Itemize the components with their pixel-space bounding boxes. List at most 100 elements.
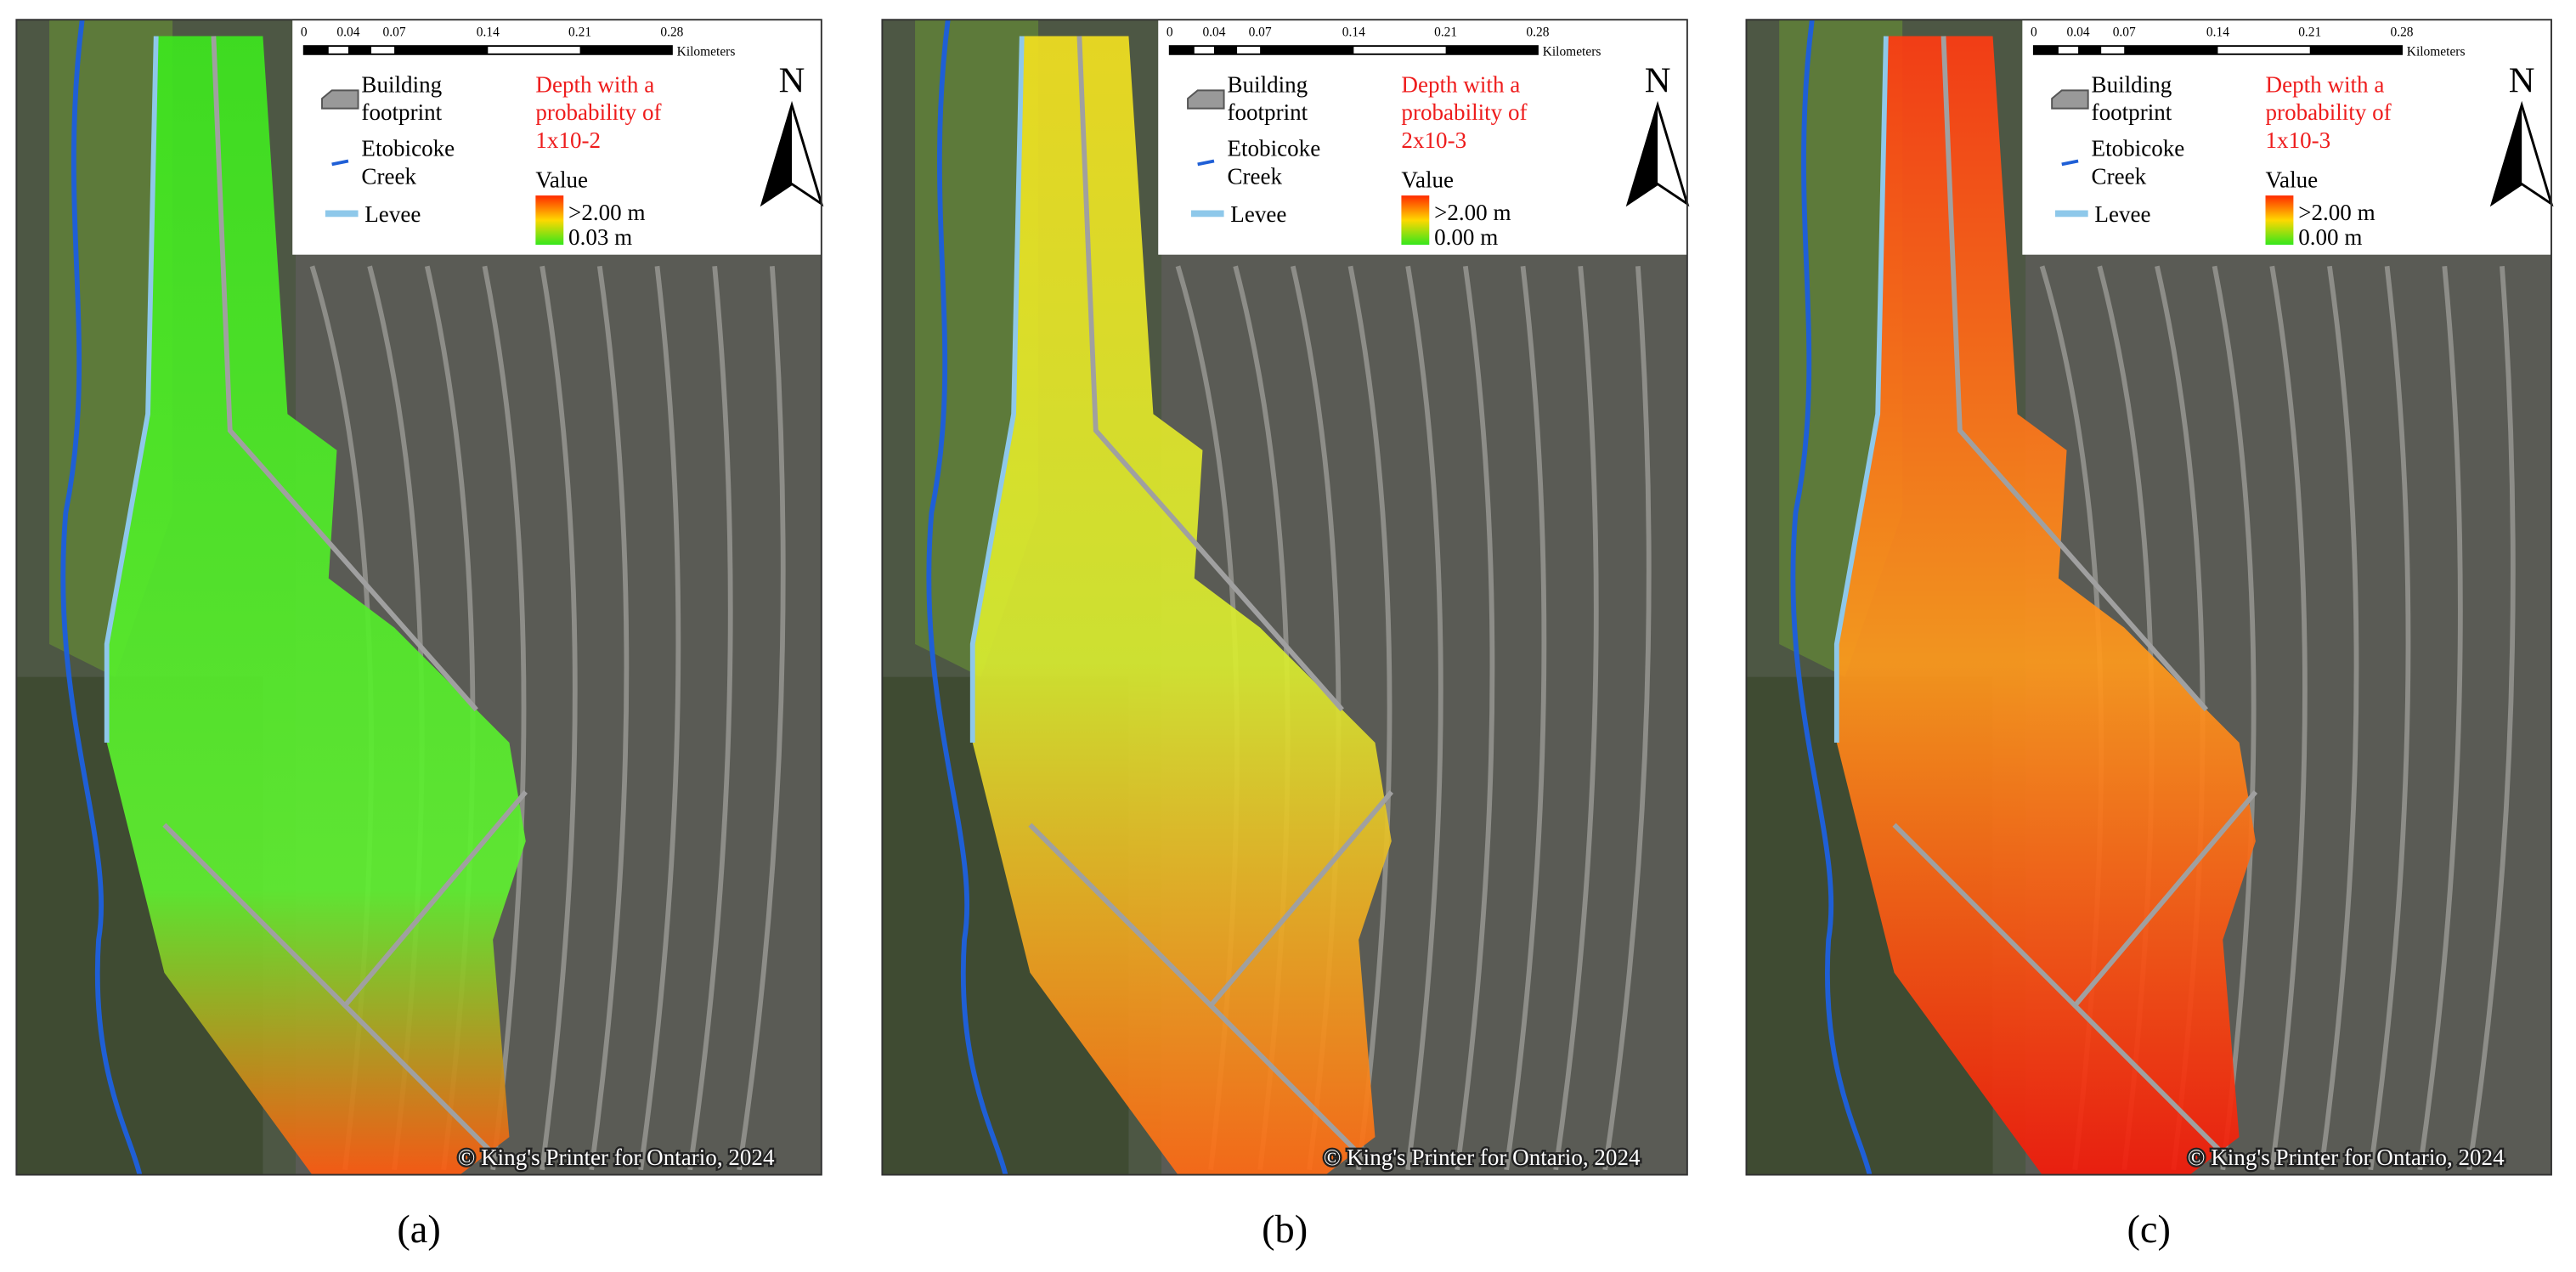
scale-unit: Kilometers	[2407, 45, 2466, 59]
street	[737, 266, 786, 1171]
copyright: © King's Printer for Ontario, 2024	[1324, 1145, 1641, 1170]
street	[589, 265, 630, 1171]
scale-bar-segment	[1169, 46, 1195, 54]
depth-title: Depth with a probability of 2x10-3	[1401, 74, 1528, 155]
panel-caption: (b)	[1262, 1208, 1308, 1252]
legend-creek: Etobicoke Creek	[1227, 138, 1321, 191]
scale-bar-segment	[2033, 46, 2059, 54]
scale-label: 0.04	[2067, 25, 2090, 40]
legend-levee: Levee	[1230, 201, 1286, 227]
scale-bar-segment	[579, 46, 672, 54]
legend-value: Value	[2266, 167, 2319, 192]
street	[539, 265, 578, 1171]
depth-min: 0.00 m	[1434, 224, 1498, 250]
depth-min: 0.00 m	[2298, 224, 2362, 250]
scale-label: 0.14	[1342, 25, 1365, 40]
depth-max: >2.00 m	[1434, 200, 1511, 225]
scale-label: 0.28	[2390, 25, 2413, 40]
street	[2368, 265, 2411, 1171]
legend-levee: Levee	[2094, 201, 2150, 227]
levee	[969, 36, 1025, 743]
street	[2212, 265, 2257, 1171]
street	[1553, 265, 1599, 1171]
legend-value: Value	[535, 167, 588, 192]
creek-icon	[2061, 159, 2079, 167]
flood-road	[162, 36, 528, 1156]
legend-building: Building footprint	[1227, 74, 1308, 127]
map-panel: 0 0.04 0.07 0.14 0.21 0.28 Kilometers Building …	[15, 19, 824, 1176]
copyright: © King's Printer for Ontario, 2024	[458, 1145, 775, 1170]
legend-creek-box: Etobicoke Creek	[361, 138, 455, 191]
legend-creek-box: Etobicoke Creek	[2091, 138, 2185, 191]
panel-frame	[1745, 19, 2552, 1176]
creek	[60, 19, 143, 1176]
scale-label: 0	[1167, 25, 1173, 40]
street	[638, 265, 681, 1171]
north-arrow-half	[2492, 105, 2522, 204]
depth-max: >2.00 m	[2298, 200, 2375, 225]
legend-building-box: Building footprint	[2091, 74, 2172, 127]
building-icon	[2051, 89, 2089, 110]
street	[2466, 266, 2516, 1171]
legend-creek: Etobicoke Creek	[2091, 138, 2185, 191]
copyright: © King's Printer for Ontario, 2024	[2188, 1145, 2505, 1170]
north-label: N	[2509, 60, 2535, 100]
map-panel: 0 0.04 0.07 0.14 0.21 0.28 Kilometers Building …	[881, 19, 1690, 1176]
scale-bar-segment	[347, 46, 372, 54]
levee	[1833, 36, 1889, 743]
legend-building-box: Building footprint	[1227, 74, 1308, 127]
flood-extent	[1836, 36, 2256, 1175]
scale-label: 0.14	[477, 25, 500, 40]
levee	[104, 36, 159, 743]
scale-unit: Kilometers	[1543, 45, 1602, 59]
scale-label: 0.07	[1249, 25, 1272, 40]
legend-value: Value	[1401, 167, 1454, 192]
creek	[1790, 19, 1873, 1176]
north-arrow-half	[762, 105, 793, 204]
street	[1602, 266, 1652, 1171]
scale-label: 0.04	[336, 25, 359, 40]
scale-label: 0.21	[2298, 25, 2321, 40]
depth-ramp	[1401, 195, 1430, 246]
building-icon	[1187, 89, 1225, 110]
street	[2319, 265, 2359, 1171]
street	[1347, 265, 1393, 1171]
depth-title: Depth with a probability of 1x10-3	[2265, 74, 2392, 155]
depth-title-box: Depth with a probability of 1x10-2	[535, 74, 662, 155]
street	[1405, 265, 1443, 1171]
scale-label: 0.07	[383, 25, 406, 40]
flood-road	[1892, 36, 2258, 1156]
scale-bar-segment	[1260, 46, 1354, 54]
depth-title: Depth with a probability of 1x10-2	[535, 74, 662, 155]
scale-label: 0	[301, 25, 308, 40]
legend-creek: Etobicoke Creek	[361, 138, 455, 191]
legend-levee: Levee	[364, 201, 421, 227]
scale-bar-segment	[1213, 46, 1238, 54]
scale-label: 0.28	[1526, 25, 1549, 40]
scale-label: 0.07	[2113, 25, 2136, 40]
street	[687, 265, 733, 1171]
creek-icon	[331, 159, 349, 167]
legend-building: Building footprint	[2091, 74, 2172, 127]
scale-label: 0.21	[568, 25, 591, 40]
flood-extent	[106, 36, 526, 1175]
map-panel: 0 0.04 0.07 0.14 0.21 0.28 Kilometers Building …	[1745, 19, 2554, 1176]
scale-bar-segment	[394, 46, 489, 54]
flood-road	[1028, 36, 1394, 1156]
scale-bar-segment	[303, 46, 329, 54]
street	[1455, 265, 1495, 1171]
legend-building: Building footprint	[361, 74, 443, 127]
street	[2269, 265, 2308, 1171]
street	[482, 265, 527, 1171]
creek	[926, 19, 1008, 1176]
panel-frame	[15, 19, 822, 1176]
flood-extent	[972, 36, 1392, 1175]
scale-label: 0.21	[1434, 25, 1457, 40]
panel-caption: (a)	[397, 1208, 441, 1252]
scale-label: 0.14	[2206, 25, 2229, 40]
scale-label: 0	[2031, 25, 2037, 40]
panel-caption: (c)	[2127, 1208, 2171, 1252]
street	[1504, 265, 1547, 1171]
panel-frame	[881, 19, 1688, 1176]
